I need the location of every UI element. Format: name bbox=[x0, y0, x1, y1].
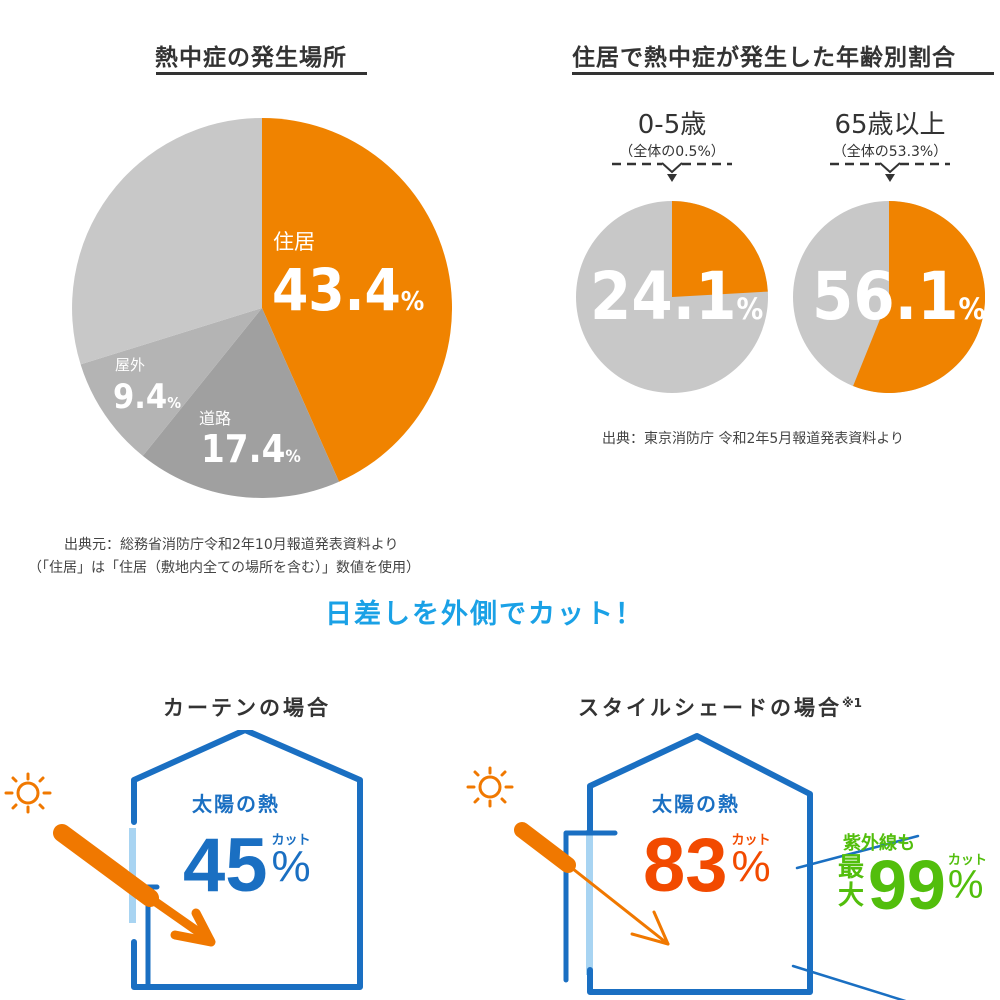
case-shade-title: スタイルシェードの場合※1 bbox=[578, 696, 863, 720]
age-group-0-pointer bbox=[612, 162, 732, 182]
curtain-heat-label: 太陽の熱 bbox=[192, 792, 280, 816]
sunlight-beam bbox=[53, 824, 159, 907]
case-curtain-title: カーテンの場合 bbox=[163, 696, 331, 720]
place-pie-chart bbox=[72, 118, 452, 498]
sun-icon bbox=[4, 772, 52, 814]
age-65-plus-value: 56.1% bbox=[812, 258, 986, 335]
residence-label: 住居 bbox=[273, 230, 315, 254]
road-label: 道路 bbox=[199, 409, 232, 428]
sun-icon bbox=[466, 766, 514, 808]
down-triangle-icon bbox=[667, 174, 677, 182]
right-source: 出典：東京消防庁 令和2年5月報道発表資料より bbox=[602, 431, 904, 447]
window-glass bbox=[586, 830, 593, 975]
right-chart-title: 住居で熱中症が発生した年齢別割合 bbox=[572, 45, 956, 71]
arrow-head-icon bbox=[170, 908, 216, 947]
shade-illustration bbox=[466, 733, 920, 1000]
age-pie-65-plus bbox=[793, 201, 985, 393]
slice-road bbox=[142, 308, 339, 498]
left-source-line2: （「住居」は「住居（敷地内全ての場所を含む）」数値を使用） bbox=[28, 560, 420, 576]
uv-cut-value: 最大 99 カット % bbox=[838, 846, 987, 924]
age-group-0-header: 0-5歳 （全体の0.5%） bbox=[619, 110, 725, 160]
slice-other bbox=[72, 118, 262, 365]
uv-ray-top bbox=[795, 834, 920, 870]
slice-age-0-5 bbox=[672, 201, 768, 297]
age-pie-0-5 bbox=[576, 201, 768, 393]
left-source-line1: 出典元：総務省消防庁令和2年10月報道発表資料より bbox=[64, 537, 399, 553]
left-title-underline bbox=[156, 72, 367, 75]
style-shade bbox=[563, 830, 618, 983]
uv-label: 紫外線も bbox=[843, 833, 915, 854]
house-outline bbox=[587, 733, 813, 995]
shade-cut-value: 83 カット % bbox=[643, 823, 771, 908]
uv-ray-bottom bbox=[791, 964, 907, 1000]
slice-age-65-plus bbox=[853, 201, 985, 393]
age-0-5-value: 24.1% bbox=[590, 258, 764, 335]
house-outline bbox=[131, 730, 363, 990]
age-group-1-pointer bbox=[830, 162, 950, 182]
arrow-head-icon bbox=[630, 910, 670, 946]
slice-residence bbox=[262, 118, 452, 482]
road-value: 17.4% bbox=[201, 427, 301, 471]
sunlight-beam bbox=[514, 822, 576, 873]
age-group-1-header: 65歳以上 （全体の53.3%） bbox=[832, 110, 948, 160]
curtain-illustration bbox=[4, 730, 363, 990]
outdoor-label: 屋外 bbox=[115, 356, 146, 374]
slice-outdoor bbox=[80, 308, 262, 456]
outdoor-value: 9.4% bbox=[113, 377, 181, 417]
shade-heat-label: 太陽の熱 bbox=[652, 792, 740, 816]
residence-value: 43.4% bbox=[272, 256, 425, 324]
left-chart-title: 熱中症の発生場所 bbox=[155, 45, 347, 71]
right-title-underline bbox=[572, 72, 994, 75]
tagline: 日差しを外側でカット！ bbox=[325, 599, 644, 630]
curtain-cut-value: 45 カット % bbox=[183, 823, 311, 908]
down-triangle-icon bbox=[885, 174, 895, 182]
